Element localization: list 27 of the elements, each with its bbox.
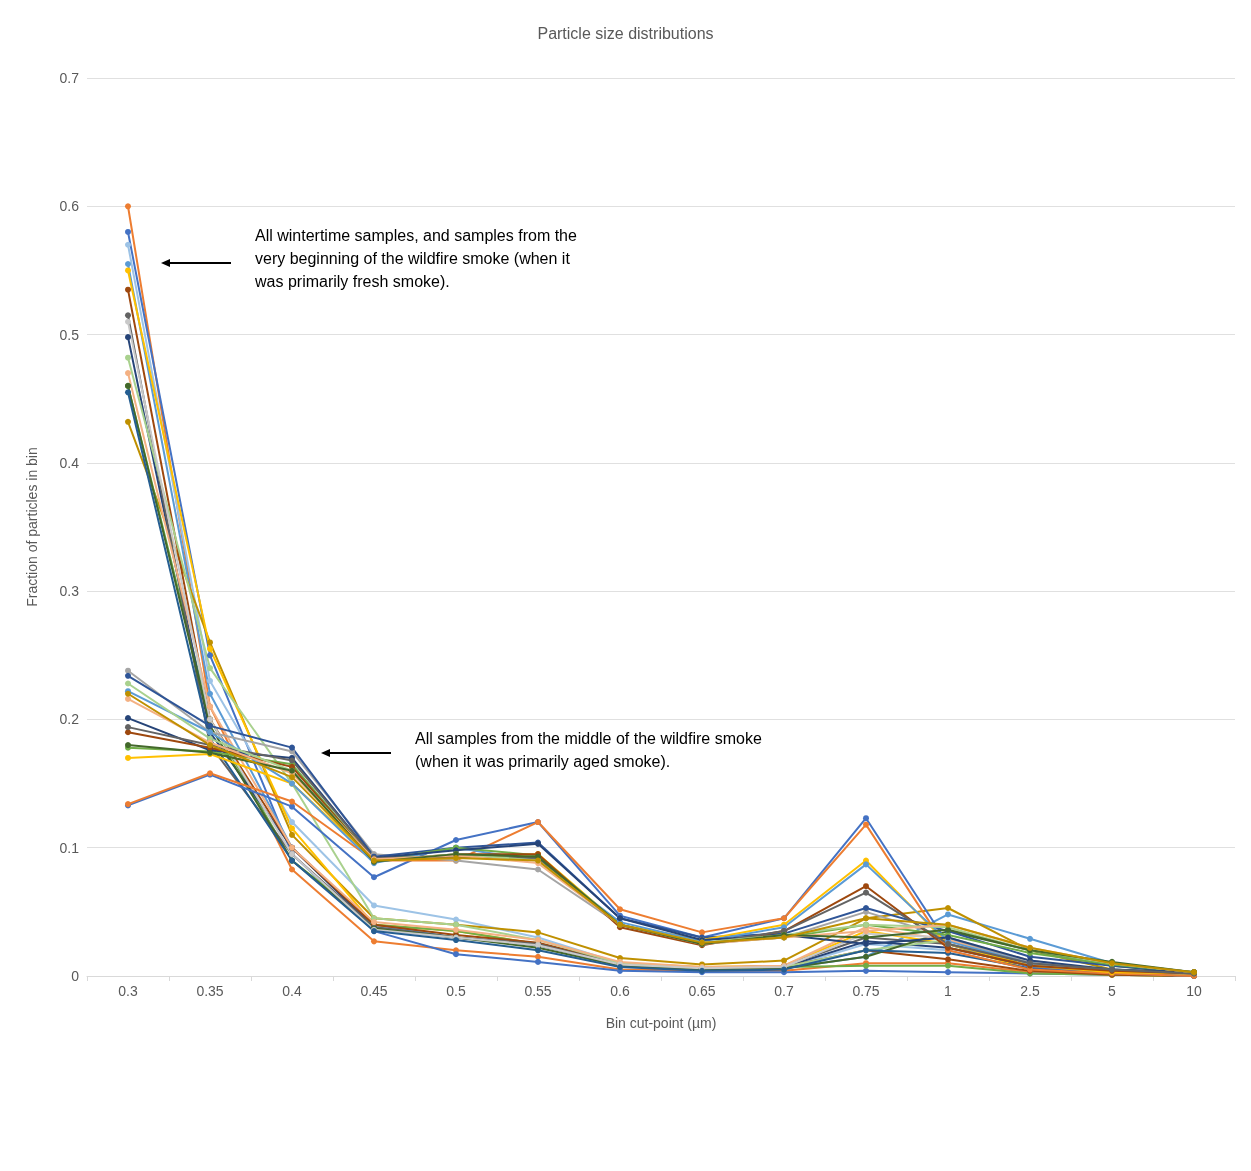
y-tick-label: 0.2 (59, 711, 80, 728)
annotation: All wintertime samples, and samples from the very beginning of the wildfire smoke (when it was primarily fresh smoke). (254, 227, 582, 290)
x-tick-label: 10 (1186, 983, 1202, 999)
x-tick-label: 0.75 (852, 983, 880, 999)
x-tick-label: 0.3 (118, 983, 138, 999)
x-axis-title: Bin cut-point (µm) (605, 1015, 717, 1031)
y-tick-label: 0.7 (59, 70, 80, 86)
y-tick-label: 0 (71, 968, 80, 984)
y-tick-label: 0.6 (59, 198, 80, 215)
y-tick-label: 0.1 (59, 839, 80, 856)
x-tick-label: 0.55 (524, 983, 552, 999)
x-tick-label: 2.5 (1020, 983, 1040, 999)
annotation: All samples from the middle of the wildfire smoke (when it was primarily aged smoke). (415, 730, 767, 770)
y-tick-label: 0.3 (59, 583, 80, 600)
x-tick-label: 0.4 (282, 983, 302, 999)
x-tick-label: 0.5 (446, 983, 466, 999)
chart-title: Particle size distributions (537, 24, 714, 42)
y-tick-label: 0.4 (59, 454, 80, 471)
y-axis-title: Fraction of particles in bin (24, 447, 40, 607)
x-tick-label: 0.65 (688, 983, 716, 999)
y-tick-label: 0.5 (59, 326, 80, 343)
x-tick-label: 0.7 (774, 983, 794, 999)
x-tick-label: 0.35 (196, 983, 224, 999)
x-tick-label: 0.6 (610, 983, 630, 999)
x-tick-label: 5 (1108, 983, 1117, 999)
x-tick-label: 0.45 (360, 983, 388, 999)
x-tick-label: 1 (944, 983, 953, 999)
